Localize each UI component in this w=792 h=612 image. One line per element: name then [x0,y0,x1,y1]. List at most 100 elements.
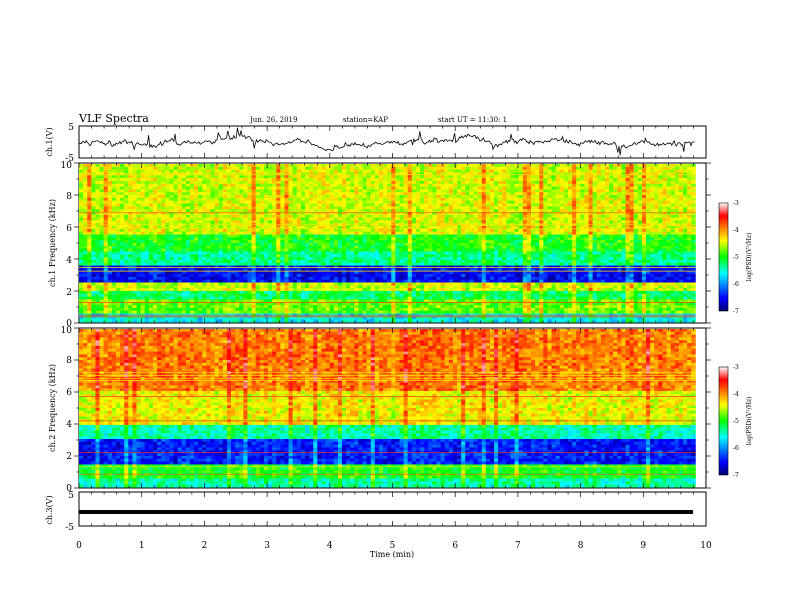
spectrogram-cell [415,192,421,196]
spectrogram-cell [518,200,524,204]
spectrogram-cell [465,203,470,207]
spectrogram-cell [646,211,651,216]
spectrogram-cell [247,243,252,247]
spectrogram-cell [198,214,203,219]
spectrogram-cell [567,166,573,171]
spectrogram-cell [424,248,429,252]
spectrogram-cell [637,214,643,219]
spectrogram-cell [272,175,277,179]
spectrogram-cell [424,175,429,179]
spectrogram-cell [650,169,655,173]
spectrogram-cell [276,211,281,216]
spectrogram-cell [489,180,495,185]
spectrogram-cell [152,211,158,216]
spectrogram-cell [132,203,137,207]
spectrogram-cell [374,231,380,235]
spectrogram-cell [309,203,314,207]
spectrogram-cell [526,231,532,235]
spectrogram-cell [259,192,265,196]
spectrogram-cell [576,209,581,213]
spectrogram-cell [461,189,466,193]
spectrogram-cell [662,186,667,190]
spectrogram-cell [107,169,113,173]
spectrogram-cell [329,220,335,224]
spectrogram-cell [259,251,265,255]
spectrogram-cell [448,192,454,196]
spectrogram-cell [514,178,520,182]
spectrogram-cell [165,231,170,235]
spectrogram-cell [120,180,125,185]
spectrogram-cell [666,166,672,171]
spectrogram-cell [161,189,166,193]
spectrogram-row [79,195,696,199]
spectrogram-cell [317,211,322,216]
spectrogram-cell [395,245,400,250]
spectrogram-cell [341,169,347,173]
spectrogram-cell [584,220,589,224]
spectrogram-cell [440,211,446,216]
spectrogram-cell [309,178,314,182]
spectrogram-cell [231,211,236,216]
spectrogram-cell [165,178,170,182]
spectrogram-cell [687,220,692,224]
spectrogram-cell [210,228,215,233]
spectrogram-cell [387,240,392,244]
spectrogram-cell [128,164,133,168]
spectrogram-cell [218,223,224,227]
spectrogram-cell [189,197,195,202]
spectrogram-cell [489,254,495,258]
spectrogram-cell [650,180,655,185]
spectrogram-cell [251,197,257,202]
spectrogram-cell [83,214,88,219]
spectrogram-cell [432,234,437,238]
spectrogram-cell [572,183,577,187]
spectrogram-cell [136,251,142,255]
spectrogram-cell [621,248,626,252]
spectrogram-cell [452,169,458,173]
spectrogram-cell [231,231,236,235]
spectrogram-cell [87,183,92,187]
spectrogram-cell [440,251,446,255]
spectrogram-cell [617,166,622,171]
spectrogram-cell [202,234,207,238]
spectrogram-cell [530,228,536,233]
spectrogram-cell [547,195,552,199]
spectrogram-cell [321,192,326,196]
spectrogram-cell [662,197,667,202]
spectrogram-cell [629,226,635,230]
spectrogram-cell [354,251,359,255]
spectrogram-cell [592,183,598,187]
spectrogram-cell [337,226,343,230]
spectrogram-cell [235,251,240,255]
spectrogram-cell [391,169,396,173]
spectrogram-cell [226,240,232,244]
spectrogram-cell [341,200,347,204]
spectrogram-cell [473,164,478,168]
spectrogram-cell [251,200,257,204]
spectrogram-cell [411,166,417,171]
spectrogram-cell [115,214,121,219]
spectrogram-cell [259,237,265,241]
spectrogram-cell [383,178,388,182]
spectrogram-cell [424,217,429,221]
spectrogram-cell [83,183,88,187]
spectrogram-cell [144,192,150,196]
spectrogram-cell [567,164,573,168]
spectrogram-cell [469,209,474,213]
spectrogram-cell [325,200,331,204]
spectrogram-cell [629,243,635,247]
spectrogram-cell [444,231,450,235]
spectrogram-cell [194,192,199,196]
spectrogram-cell [107,200,113,204]
spectrogram-cell [300,186,306,190]
spectrogram-cell [457,231,462,235]
spectrogram-cell [313,228,318,233]
spectrogram-cell [547,180,552,185]
spectrogram-cell [120,203,125,207]
spectrogram-cell [687,209,692,213]
spectrogram-cell [498,189,503,193]
spectrogram-cell [621,228,626,233]
spectrogram-cell [481,166,487,171]
spectrogram-cell [662,166,667,171]
spectrogram-cell [604,209,610,213]
